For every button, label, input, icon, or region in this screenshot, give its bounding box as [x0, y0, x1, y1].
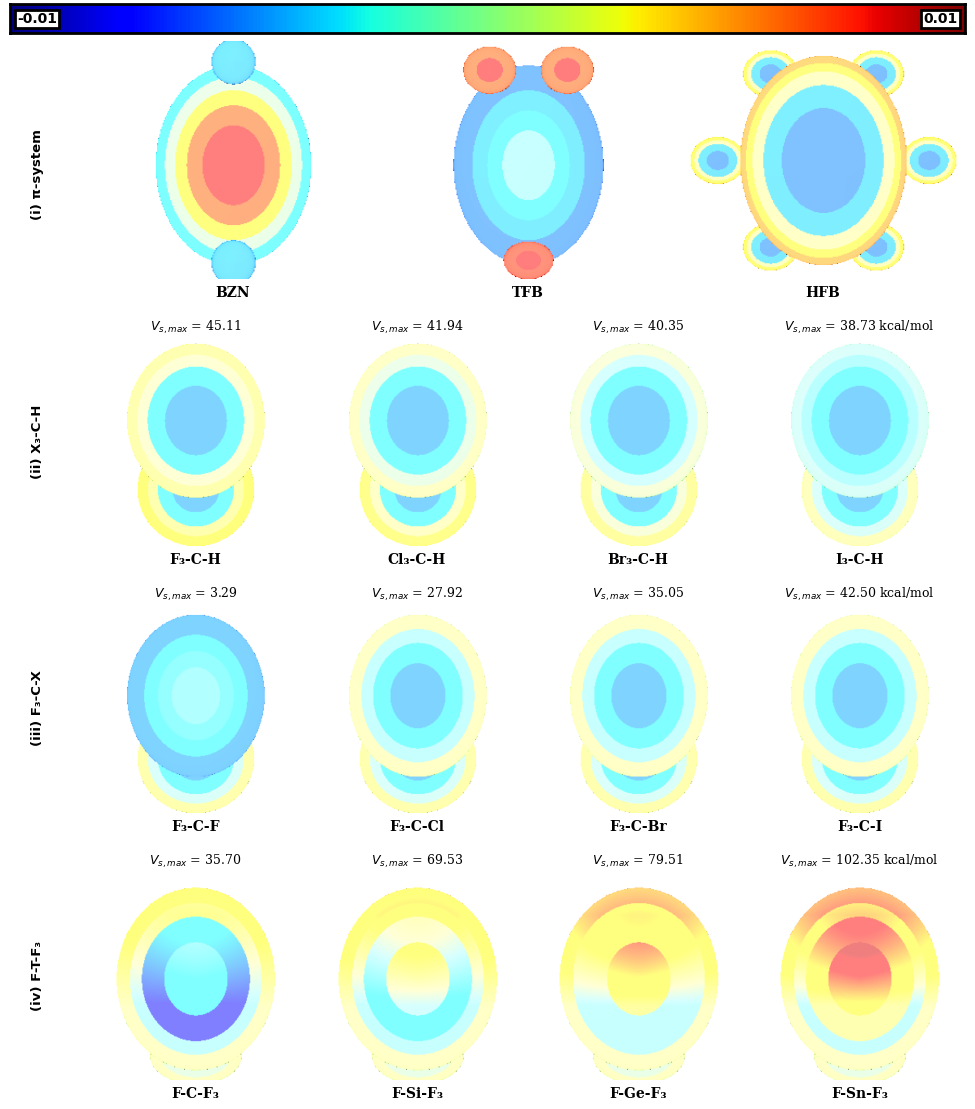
Text: $V_{s,max}$ = 69.53: $V_{s,max}$ = 69.53	[370, 853, 463, 869]
Text: (ii) X₃-C-H: (ii) X₃-C-H	[31, 405, 44, 479]
Text: $V_{s,max}$ = 27.92: $V_{s,max}$ = 27.92	[371, 586, 462, 603]
Text: $V_{s,max}$ = 40.35: $V_{s,max}$ = 40.35	[592, 318, 684, 336]
Text: F₃-C-Br: F₃-C-Br	[609, 821, 667, 834]
Text: F-Si-F₃: F-Si-F₃	[391, 1087, 443, 1101]
Text: F₃-C-H: F₃-C-H	[170, 553, 221, 568]
Text: $V_{s,max}$ = 38.73 kcal/mol: $V_{s,max}$ = 38.73 kcal/mol	[784, 318, 935, 336]
Text: I₃-C-H: I₃-C-H	[836, 553, 883, 568]
Text: $V_{s,max}$ = 79.51: $V_{s,max}$ = 79.51	[593, 853, 683, 869]
Text: -0.01: -0.01	[18, 12, 58, 26]
Text: F₃-C-Cl: F₃-C-Cl	[389, 821, 445, 834]
Text: F-Ge-F₃: F-Ge-F₃	[609, 1087, 667, 1101]
Text: $V_{s,max}$ = 45.11: $V_{s,max}$ = 45.11	[150, 318, 241, 336]
Text: 0.01: 0.01	[923, 12, 957, 26]
Text: $V_{s,max}$ = 41.94: $V_{s,max}$ = 41.94	[370, 318, 463, 336]
Text: $V_{s,max}$ = 35.05: $V_{s,max}$ = 35.05	[592, 586, 684, 603]
Text: Br₃-C-H: Br₃-C-H	[607, 553, 669, 568]
Text: (i) π-system: (i) π-system	[31, 129, 44, 220]
Text: Cl₃-C-H: Cl₃-C-H	[388, 553, 446, 568]
Text: (iii) F₃-C-X: (iii) F₃-C-X	[31, 671, 44, 746]
Text: F-Sn-F₃: F-Sn-F₃	[831, 1087, 888, 1101]
Text: BZN: BZN	[215, 286, 250, 301]
Text: $V_{s,max}$ = 35.70: $V_{s,max}$ = 35.70	[149, 853, 242, 869]
Text: (iv) F-T-F₃: (iv) F-T-F₃	[31, 940, 44, 1010]
Text: F₃-C-F: F₃-C-F	[172, 821, 219, 834]
Text: HFB: HFB	[805, 286, 839, 301]
Text: $V_{s,max}$ = 3.29: $V_{s,max}$ = 3.29	[154, 586, 237, 603]
Text: $V_{s,max}$ = 42.50 kcal/mol: $V_{s,max}$ = 42.50 kcal/mol	[784, 586, 935, 603]
Text: $V_{s,max}$ = 102.35 kcal/mol: $V_{s,max}$ = 102.35 kcal/mol	[780, 853, 939, 869]
Text: TFB: TFB	[512, 286, 543, 301]
Text: F-C-F₃: F-C-F₃	[172, 1087, 219, 1101]
Text: F₃-C-I: F₃-C-I	[837, 821, 882, 834]
